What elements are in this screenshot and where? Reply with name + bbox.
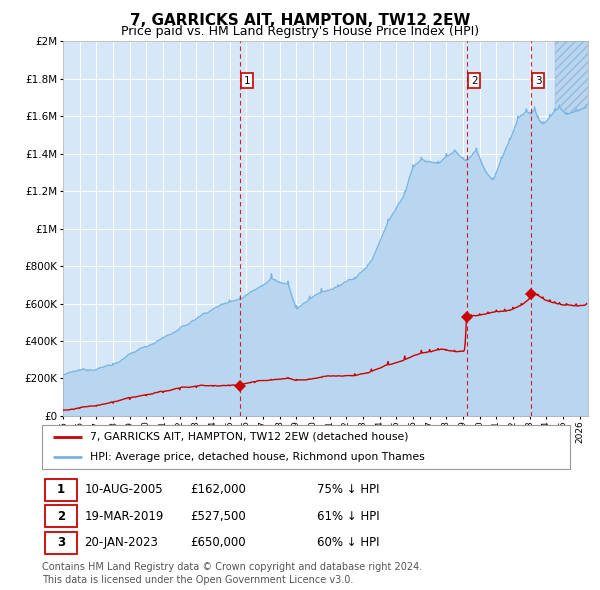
Text: 3: 3 <box>535 76 541 86</box>
Text: 7, GARRICKS AIT, HAMPTON, TW12 2EW (detached house): 7, GARRICKS AIT, HAMPTON, TW12 2EW (deta… <box>89 432 408 442</box>
Text: 10-AUG-2005: 10-AUG-2005 <box>84 483 163 496</box>
Text: Price paid vs. HM Land Registry's House Price Index (HPI): Price paid vs. HM Land Registry's House … <box>121 25 479 38</box>
FancyBboxPatch shape <box>42 425 570 469</box>
Text: 61% ↓ HPI: 61% ↓ HPI <box>317 510 379 523</box>
Text: 7, GARRICKS AIT, HAMPTON, TW12 2EW: 7, GARRICKS AIT, HAMPTON, TW12 2EW <box>130 13 470 28</box>
Text: 75% ↓ HPI: 75% ↓ HPI <box>317 483 379 496</box>
Text: 1: 1 <box>244 76 251 86</box>
Text: 3: 3 <box>57 536 65 549</box>
Text: Contains HM Land Registry data © Crown copyright and database right 2024.
This d: Contains HM Land Registry data © Crown c… <box>42 562 422 585</box>
Text: 20-JAN-2023: 20-JAN-2023 <box>84 536 158 549</box>
Text: 2: 2 <box>57 510 65 523</box>
Text: £650,000: £650,000 <box>190 536 245 549</box>
Text: 2: 2 <box>471 76 478 86</box>
Text: 60% ↓ HPI: 60% ↓ HPI <box>317 536 379 549</box>
FancyBboxPatch shape <box>44 478 77 501</box>
FancyBboxPatch shape <box>44 532 77 554</box>
FancyBboxPatch shape <box>44 505 77 527</box>
Text: HPI: Average price, detached house, Richmond upon Thames: HPI: Average price, detached house, Rich… <box>89 452 424 462</box>
Text: £162,000: £162,000 <box>190 483 246 496</box>
Text: £527,500: £527,500 <box>190 510 245 523</box>
Text: 1: 1 <box>57 483 65 496</box>
Text: 19-MAR-2019: 19-MAR-2019 <box>84 510 164 523</box>
